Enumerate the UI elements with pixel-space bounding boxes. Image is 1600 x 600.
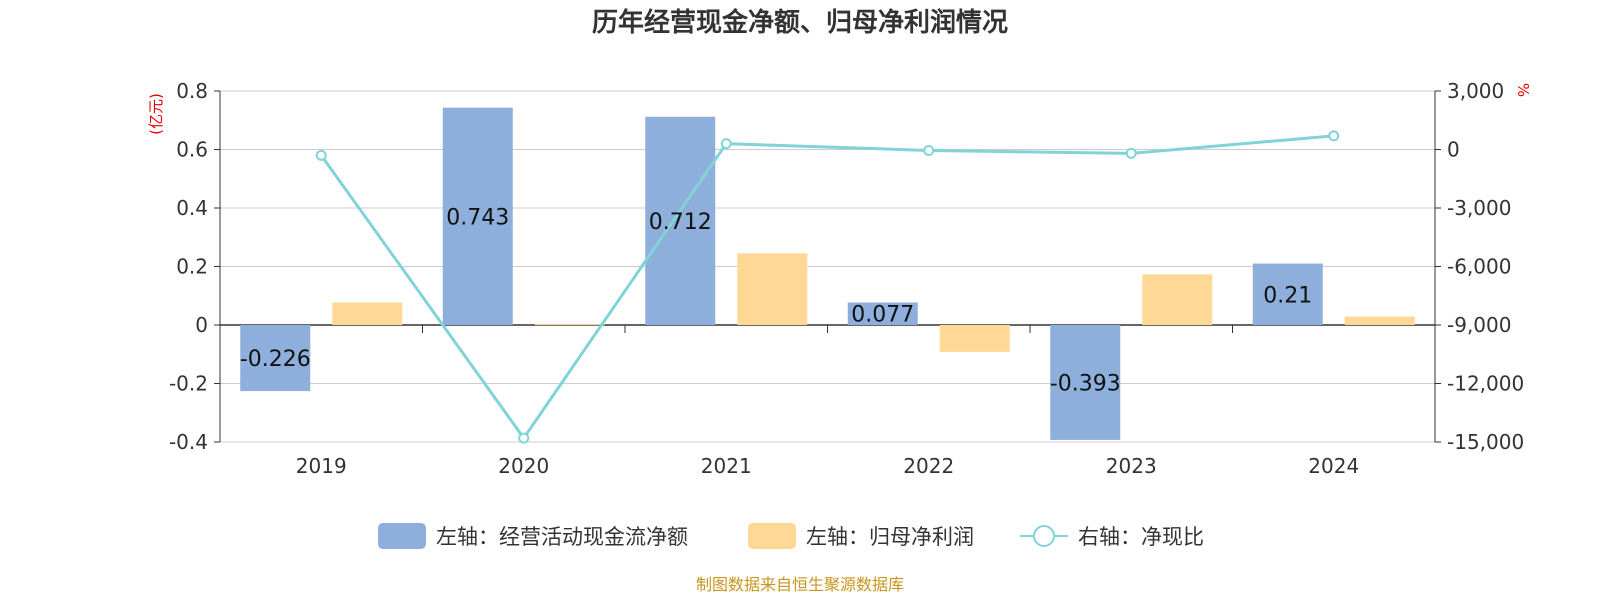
data-label: -0.393: [1050, 371, 1121, 396]
data-label: 0.077: [851, 303, 914, 328]
legend-label: 左轴：经营活动现金流净额: [436, 525, 688, 549]
left-tick-label: 0: [195, 313, 208, 337]
right-tick-label: 0: [1447, 138, 1460, 162]
line-point: [1328, 130, 1340, 142]
legend[interactable]: 左轴：经营活动现金流净额 左轴：归母净利润 右轴：净现比: [378, 523, 1204, 549]
bar: [442, 107, 513, 325]
line-point: [720, 138, 732, 150]
legend-swatch-marker: [1033, 525, 1055, 547]
x-tick-label: 2023: [1106, 454, 1157, 478]
x-tick-label: 2021: [701, 454, 752, 478]
left-tick-label: 0.2: [176, 255, 208, 279]
left-tick-label: 0.8: [176, 79, 208, 103]
left-axis: 0.8 0.6 0.4 0.2 0 -0.2 -0.4: [169, 79, 221, 454]
right-tick-label: 3,000: [1447, 79, 1504, 103]
x-tick-label: 2024: [1308, 454, 1359, 478]
chart-title: 历年经营现金净额、归母净利润情况: [592, 7, 1008, 38]
bar: [240, 325, 311, 392]
legend-swatch: [378, 523, 426, 549]
legend-label: 右轴：净现比: [1078, 525, 1204, 549]
left-tick-label: -0.4: [169, 430, 208, 454]
right-axis-unit: %: [1514, 83, 1532, 97]
right-tick-label: -15,000: [1447, 430, 1524, 454]
x-tick-label: 2020: [498, 454, 549, 478]
line-point: [518, 432, 530, 444]
right-axis: 3,000 0 -3,000 -6,000 -9,000 -12,000 -15,000: [1434, 79, 1524, 454]
left-axis-unit: (亿元): [147, 93, 165, 135]
right-tick-label: -12,000: [1447, 372, 1524, 396]
bar: [332, 302, 403, 325]
x-tick-label: 2019: [296, 454, 347, 478]
data-label: 0.712: [649, 210, 712, 235]
line-point: [923, 144, 935, 156]
bar: [847, 302, 918, 325]
bar: [1252, 263, 1323, 325]
bar: [939, 325, 1010, 352]
line-point: [315, 149, 327, 161]
right-tick-label: -9,000: [1447, 313, 1511, 337]
data-label: 0.743: [446, 205, 509, 230]
bars: [240, 107, 1415, 440]
legend-swatch: [748, 523, 796, 549]
ratio-line: [315, 130, 1340, 444]
x-tick-label: 2022: [903, 454, 954, 478]
bar: [534, 324, 605, 326]
line-point: [1125, 147, 1137, 159]
bar: [645, 116, 716, 326]
legend-label: 左轴：归母净利润: [806, 525, 974, 549]
x-axis: 2019 2020 2021 2022 2023 2024: [219, 325, 1436, 478]
source-note: 制图数据来自恒生聚源数据库: [696, 575, 904, 594]
data-label: 0.21: [1263, 283, 1312, 308]
ratio-line-path: [320, 134, 1334, 441]
bar: [1050, 325, 1121, 440]
right-tick-label: -3,000: [1447, 196, 1511, 220]
left-tick-label: 0.6: [176, 138, 208, 162]
left-tick-label: 0.4: [176, 196, 208, 220]
left-tick-label: -0.2: [169, 372, 208, 396]
data-label: -0.226: [240, 347, 311, 372]
bar: [737, 253, 808, 325]
right-tick-label: -6,000: [1447, 255, 1511, 279]
data-labels: -0.226 0.743 0.712 0.077 -0.393 0.21: [240, 205, 1312, 396]
bar: [1344, 316, 1415, 325]
bar: [1142, 274, 1213, 325]
